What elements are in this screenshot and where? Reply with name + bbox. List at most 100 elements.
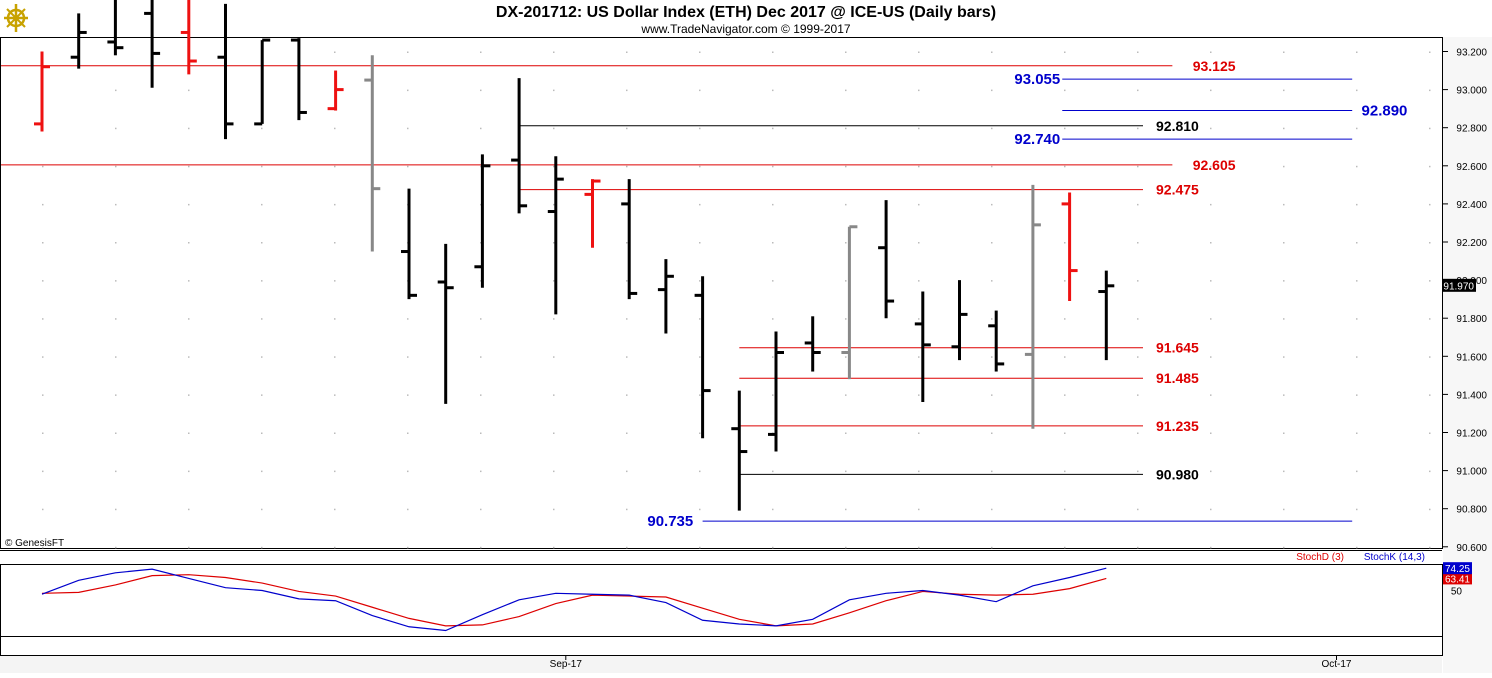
grid-dot: [699, 470, 701, 473]
price-bars: [34, 0, 1115, 511]
grid-dot: [991, 242, 993, 244]
grid-dot: [334, 203, 336, 206]
y-tick-label: 91.600: [1456, 352, 1487, 363]
grid-dot: [1064, 89, 1066, 92]
ohlc-bar: [1061, 192, 1078, 302]
ohlc-bar: [951, 280, 968, 361]
grid-dot: [699, 165, 701, 168]
grid-dot: [480, 432, 482, 434]
grid-dot: [42, 394, 44, 396]
last-price-label: 91.970: [1443, 281, 1474, 292]
grid-dot: [626, 432, 628, 434]
grid-dot: [1210, 470, 1212, 473]
price-axis: 93.20093.00092.80092.60092.40092.20092.0…: [1442, 48, 1487, 554]
grid-dot: [480, 470, 482, 473]
y-tick-label: 93.200: [1456, 48, 1487, 59]
grid-dot: [626, 242, 628, 244]
grid-dot: [772, 546, 774, 549]
stochd-line: [41, 574, 1107, 627]
date-axis: Sep-17 Oct-17: [550, 656, 1352, 670]
grid-dot: [261, 356, 263, 358]
grid-dot: [1210, 432, 1212, 434]
grid-dot: [1064, 546, 1066, 549]
ohlc-bar: [547, 156, 564, 315]
grid-dot: [334, 318, 336, 320]
grid-dot: [845, 89, 847, 92]
grid-dot: [261, 432, 263, 434]
grid-dot: [407, 89, 409, 92]
grid-dot: [1137, 318, 1139, 320]
grid-dot: [1356, 280, 1358, 282]
grid-dot: [42, 432, 44, 434]
grid-dot: [334, 508, 336, 511]
grid-dot: [188, 89, 190, 92]
grid-dot: [1137, 203, 1139, 206]
grid-dot: [1429, 165, 1431, 168]
y-tick-label: 91.400: [1456, 390, 1487, 401]
grid-dot: [626, 546, 628, 549]
grid-dot: [1429, 546, 1431, 549]
grid-dot: [1429, 203, 1431, 206]
grid-dot: [1356, 432, 1358, 434]
grid-dot: [1356, 470, 1358, 473]
ohlc-bar: [914, 291, 931, 403]
grid-dot: [1283, 470, 1285, 473]
grid-dot: [407, 432, 409, 434]
grid-dot: [553, 51, 555, 53]
ohlc-bar: [437, 243, 454, 404]
grid-dot: [334, 127, 336, 130]
grid-dot: [699, 318, 701, 320]
ohlc-bar: [1098, 270, 1115, 361]
stoch-panel-frame: [0, 564, 1443, 656]
grid-dot: [918, 165, 920, 168]
grid-dot: [1429, 127, 1431, 130]
grid-dot: [626, 356, 628, 358]
grid-dot: [1210, 394, 1212, 396]
grid-dot: [480, 318, 482, 320]
grid-dot: [188, 318, 190, 320]
grid-dot: [1429, 89, 1431, 92]
last-price-box: [1443, 278, 1476, 292]
grid-dot: [772, 127, 774, 130]
ohlc-bar: [401, 188, 417, 300]
grid-dot: [261, 165, 263, 168]
ohlc-bar: [70, 13, 87, 69]
grid-dot: [480, 242, 482, 244]
grid-dot: [1283, 242, 1285, 244]
grid-dot: [626, 127, 628, 130]
grid-dot: [845, 356, 847, 358]
grid-dot: [188, 546, 190, 549]
grid-dot: [1137, 546, 1139, 549]
grid-dot: [553, 546, 555, 549]
grid-dot: [845, 280, 847, 282]
grid-dot: [115, 546, 117, 549]
ohlc-bar: [804, 316, 821, 372]
grid-dot: [1356, 508, 1358, 511]
y-tick-label: 92.200: [1456, 238, 1487, 249]
copyright-label: © GenesisFT: [5, 538, 64, 549]
y-tick-label: 92.800: [1456, 124, 1487, 135]
grid-dot: [1283, 51, 1285, 53]
grid-dot: [1429, 470, 1431, 473]
grid-dot: [1210, 127, 1212, 130]
grid-dot: [918, 89, 920, 92]
grid-dot: [772, 165, 774, 168]
stoch-value-label: 74.25: [1445, 564, 1470, 575]
grid-dot: [772, 242, 774, 244]
y-tick-label: 90.800: [1456, 505, 1487, 516]
grid-dot: [42, 242, 44, 244]
grid-dot: [772, 89, 774, 92]
grid-dot: [845, 51, 847, 53]
grid-dot: [1137, 470, 1139, 473]
grid-dot: [480, 356, 482, 358]
grid-dot: [334, 432, 336, 434]
level-label: 93.055: [1014, 71, 1060, 88]
grid-dot: [188, 242, 190, 244]
grid-dot: [845, 318, 847, 320]
grid-dot: [626, 51, 628, 53]
grid-dot: [699, 508, 701, 511]
grid-dot: [115, 203, 117, 206]
level-lines: 93.125 93.055 92.890 92.810 92.740 92.605 92.4…: [1, 58, 1407, 530]
grid-dot: [1210, 51, 1212, 53]
grid-dot: [188, 165, 190, 168]
